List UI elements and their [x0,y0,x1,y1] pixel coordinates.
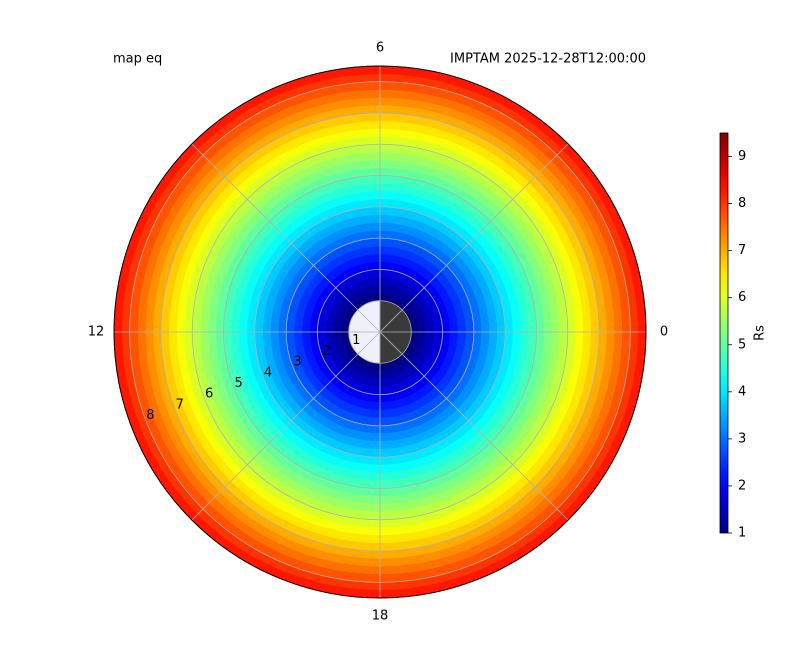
colorbar-tick-label: 4 [738,384,746,399]
radial-tick-label: 7 [176,397,184,412]
colorbar-label: Rs [753,325,768,341]
colorbar-tick-label: 8 [738,196,746,211]
radial-tick-label: 3 [293,355,301,370]
polar-frame [113,65,647,599]
angle-tick-label: 0 [660,325,668,340]
radial-tick-label: 1 [352,333,360,348]
colorbar-tick-label: 7 [738,243,746,258]
colorbar [719,132,729,534]
angular-grid [379,143,569,333]
angle-tick-label: 12 [88,325,105,340]
colorbar-tick-label: 3 [738,431,746,446]
angular-grid [191,143,381,333]
radial-tick-label: 8 [146,408,154,423]
colorbar-tick-label: 9 [738,149,746,164]
title-right: IMPTAM 2025-12-28T12:00:00 [450,52,646,67]
angle-tick-label: 18 [372,609,389,624]
colorbar-tick-label: 5 [738,337,746,352]
colorbar-tick-label: 6 [738,290,746,305]
angular-grid [379,331,569,521]
title-left: map eq [113,52,162,67]
radial-tick-label: 2 [323,344,331,359]
angular-grid [191,331,381,521]
colorbar-tick-label: 1 [738,526,746,541]
radial-tick-label: 4 [264,365,272,380]
radial-tick-label: 6 [205,387,213,402]
angle-tick-label: 6 [376,41,384,56]
colorbar-tick-label: 2 [738,478,746,493]
radial-tick-label: 5 [234,376,242,391]
